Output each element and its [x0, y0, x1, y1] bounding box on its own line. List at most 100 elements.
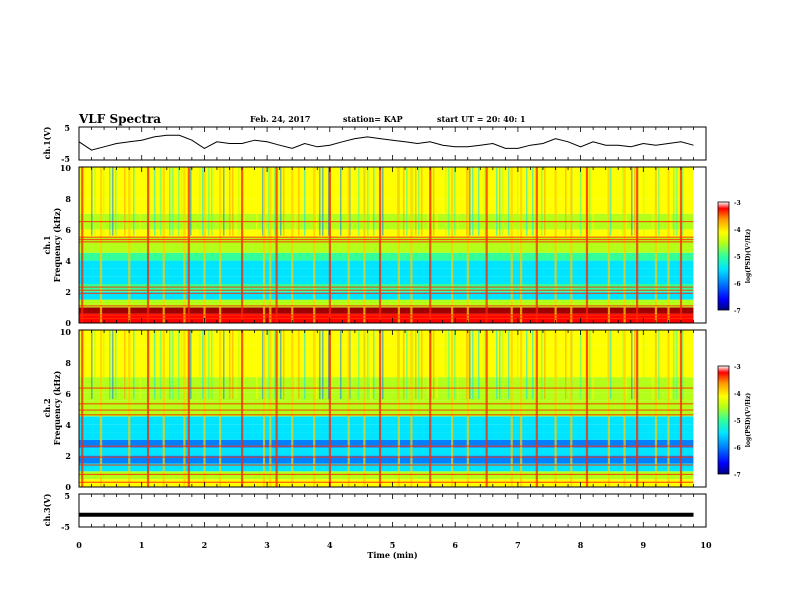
spectrogram-texture: [565, 330, 567, 400]
ch3-waveform-panel: ch.3(V) 5 -5: [42, 491, 707, 532]
spectrogram-texture: [256, 167, 258, 236]
spectrogram-texture: [169, 330, 171, 400]
spectrogram-texture: [154, 167, 156, 236]
spectrogram-texture: [328, 167, 330, 236]
spectrogram-texture: [541, 167, 543, 236]
ch1-voltage-axis-label: ch.1(V): [42, 126, 52, 159]
spectrogram-texture: [397, 167, 399, 236]
spectrogram-texture: [397, 330, 399, 400]
spectrogram-texture: [532, 330, 534, 400]
spectrogram-line: [79, 314, 694, 316]
spectrogram-band: [79, 424, 694, 433]
spectrogram-band: [79, 299, 694, 308]
spectrogram-texture: [496, 167, 498, 236]
spectrogram-texture: [133, 330, 135, 400]
spectrogram-burst: [429, 167, 432, 323]
ch2-ytick-10: 10: [60, 327, 72, 337]
ch3-waveform-ticks: [78, 494, 707, 527]
spectrogram-texture: [652, 330, 654, 400]
spectrogram-texture: [190, 167, 192, 236]
spectrogram-burst: [520, 167, 523, 323]
spectrogram-burst: [570, 167, 573, 323]
header-date: Feb. 24, 2017: [250, 114, 310, 124]
spectrogram-texture: [652, 167, 654, 236]
spectrogram-texture: [478, 330, 480, 400]
spectrogram-line: [79, 238, 694, 241]
spectrogram-texture: [454, 167, 456, 236]
ch1-spectrogram-panel: ch.1 Frequency (kHz) 0 2 4 6 8 10: [42, 163, 707, 328]
spectrogram-burst: [262, 330, 266, 487]
time-axis: 0 1 2 3 4 5 6 7 8 9 10 Time (min): [76, 540, 712, 560]
spectrogram-burst: [81, 167, 84, 323]
spectrogram-texture: [91, 167, 93, 236]
spectrogram-texture: [592, 330, 594, 400]
spectrogram-texture: [202, 167, 204, 236]
spectrogram-texture: [79, 330, 81, 400]
ch1-waveform-panel: ch.1(V) 5 -5: [42, 123, 707, 164]
ch2-cbtick-6: -6: [734, 445, 741, 452]
spectrogram-texture: [112, 330, 114, 400]
spectrogram-texture: [631, 167, 633, 236]
spectrogram-burst: [554, 330, 557, 487]
spectrogram-line: [79, 409, 694, 411]
spectrogram-line: [79, 481, 694, 483]
spectrogram-texture: [544, 330, 546, 400]
spectrogram-texture: [154, 330, 156, 400]
spectrogram-texture: [112, 167, 114, 236]
spectrogram-texture: [262, 330, 264, 400]
spectrogram-band: [79, 463, 694, 472]
spectrogram-texture: [448, 330, 450, 400]
ch2-ytick-6: 6: [65, 389, 71, 399]
spectrogram-band: [79, 284, 694, 292]
spectrogram-texture: [298, 330, 300, 400]
ch1-cbtick-4: -4: [734, 227, 741, 234]
spectrogram-texture: [319, 167, 321, 236]
spectrogram-burst: [128, 330, 131, 487]
spectrogram-burst: [679, 330, 683, 487]
spectrogram-texture: [103, 167, 105, 236]
spectrogram-texture: [445, 167, 447, 236]
spectrogram-texture: [622, 330, 624, 400]
spectrogram-texture: [457, 167, 459, 236]
spectrogram-line: [79, 292, 694, 294]
spectrogram-texture: [223, 330, 225, 400]
ch1-colorbar-scale: [717, 201, 730, 311]
spectrogram-texture: [103, 330, 105, 400]
spectrogram-texture: [94, 330, 96, 400]
ch1-colorbar-label: log(PSD)(V²/Hz): [745, 229, 752, 284]
spectrogram-texture: [256, 330, 258, 400]
spectrogram-burst: [667, 330, 670, 487]
spectrogram-texture: [454, 330, 456, 400]
spectrogram-texture: [634, 330, 636, 400]
spectrogram-texture: [277, 330, 279, 400]
spectrogram-texture: [367, 167, 369, 236]
spectrogram-texture: [592, 167, 594, 236]
spectrogram-burst: [275, 330, 278, 487]
spectrogram-line: [79, 456, 694, 458]
spectrogram-texture: [418, 330, 420, 400]
ch1-ytick-8: 8: [65, 194, 71, 204]
spectrogram-texture: [415, 330, 417, 400]
spectrogram-line: [79, 289, 694, 291]
chart-title: VLF Spectra: [78, 112, 161, 126]
spectrogram-burst: [607, 330, 611, 487]
ch2-ytick-4: 4: [65, 420, 71, 430]
spectrogram-texture: [277, 167, 279, 236]
spectrogram-texture: [199, 167, 201, 236]
ch3-ytick-top: 5: [64, 491, 70, 501]
spectrogram-burst: [485, 330, 488, 487]
spectrogram-texture: [565, 167, 567, 236]
spectrogram-texture: [472, 167, 474, 236]
spectrogram-texture: [169, 167, 171, 236]
ch1-ytick-bottom: -5: [61, 154, 70, 164]
spectrogram-band: [79, 408, 694, 417]
spectrogram-texture: [436, 167, 438, 236]
spectrogram-texture: [358, 330, 360, 400]
spectrogram-burst: [328, 167, 331, 323]
spectrogram-burst: [241, 167, 244, 323]
spectrogram-texture: [436, 330, 438, 400]
spectrogram-burst: [219, 330, 222, 487]
ch1-ytick-6: 6: [65, 225, 71, 235]
spectrogram-texture: [469, 330, 471, 400]
spectrogram-texture: [109, 167, 111, 236]
